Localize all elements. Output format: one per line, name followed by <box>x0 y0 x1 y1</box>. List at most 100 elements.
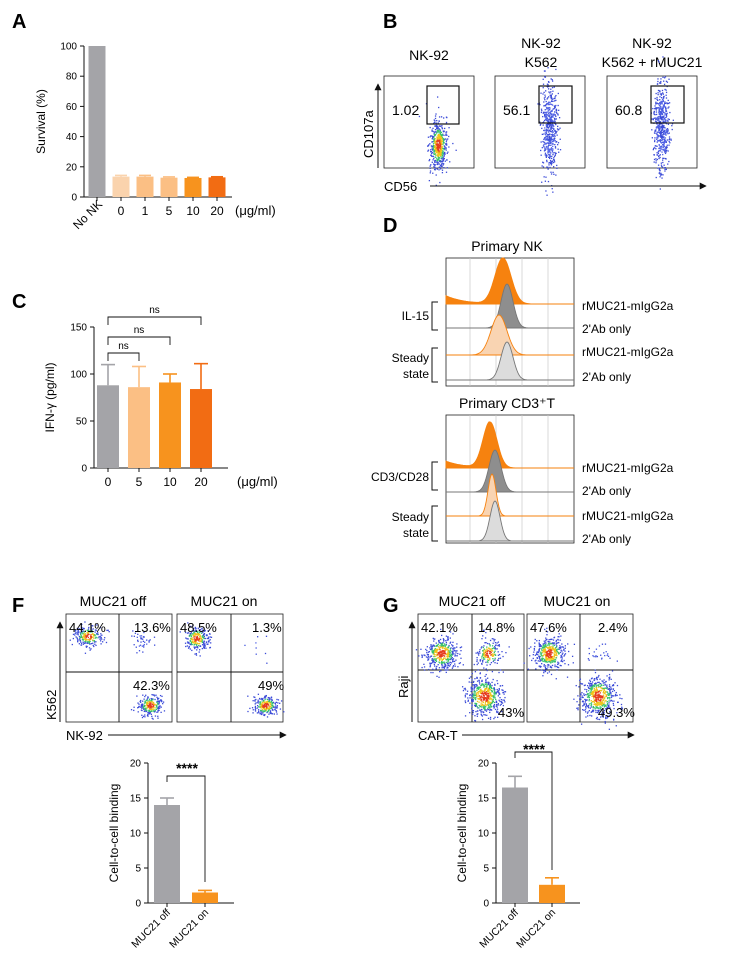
b3-dot <box>660 162 662 164</box>
g1-ul-dot <box>440 655 442 657</box>
g2-ul-dot <box>547 656 550 658</box>
b3-dot <box>665 129 667 131</box>
b3-dot <box>660 111 662 113</box>
f2-ul-dot <box>200 632 203 634</box>
g2-lr-dot <box>582 705 584 707</box>
f2-lr-dot <box>267 696 269 699</box>
g2-ul-dot <box>560 635 562 637</box>
g2-lr-dot <box>616 694 618 697</box>
f1-ul-dot <box>83 642 85 644</box>
g1-ur-dot <box>495 648 497 650</box>
f1-lr-dot <box>146 698 148 700</box>
g1-ur-dot <box>489 659 491 661</box>
b3-dot <box>666 81 669 83</box>
g2-ul-dot <box>546 661 549 663</box>
g1-lr-dot <box>499 704 501 706</box>
g2-lr-dot <box>604 687 606 689</box>
f2-ul-dot <box>203 632 206 635</box>
f2-ul-dot <box>206 637 209 640</box>
g2-ul-dot <box>562 646 564 648</box>
b1-dot <box>439 139 441 141</box>
g2-lr-dot <box>605 707 608 710</box>
b1-dot <box>441 158 443 160</box>
f1-lr-dot <box>157 697 159 700</box>
g2-ul-dot <box>544 668 547 670</box>
g1-lr-dot <box>502 699 504 701</box>
f2-lr-dot <box>271 706 273 709</box>
b3-dot <box>656 83 659 85</box>
a-y-tick-label-3: 60 <box>66 102 78 113</box>
b3-dot <box>654 137 656 139</box>
c-y-tick-label-0: 0 <box>81 464 87 475</box>
f1-lr-dot <box>150 713 152 715</box>
g1-lr-dot <box>474 705 477 707</box>
f1-lr-dot <box>154 707 156 709</box>
f2-ul-dot <box>194 646 196 649</box>
g1-ul-dot <box>433 655 435 658</box>
f1-ul-dot <box>99 638 101 640</box>
b1-dot <box>441 137 443 140</box>
g1-ul-dot <box>433 645 435 647</box>
f1-ul-dot <box>84 632 86 635</box>
b2-dot <box>544 111 546 114</box>
b-gate-2 <box>538 85 573 124</box>
g1-ur-dot <box>481 657 483 659</box>
g2-lr-dot <box>601 715 603 717</box>
f2-lr-dot <box>263 714 266 717</box>
g1-lr-dot <box>497 695 500 697</box>
b3-dot <box>664 88 666 91</box>
b3-dot <box>656 133 658 135</box>
f1-ur-dot <box>137 633 139 635</box>
f1-ul-dot <box>88 631 90 633</box>
b1-dot <box>445 133 447 135</box>
f1-ul-dot <box>94 634 96 637</box>
d-bottom-histograms <box>445 415 574 543</box>
g1-lr-dot <box>480 704 482 706</box>
b2-dot <box>551 155 553 158</box>
g1-lr-dot <box>472 688 474 690</box>
b3-dot <box>661 151 663 153</box>
f2-lr-dot <box>261 710 264 712</box>
f2-lr-dot <box>247 695 249 697</box>
g1-lr-dot <box>473 689 475 691</box>
g2-ul-dot <box>532 654 534 656</box>
g2-lr-dot <box>600 684 603 687</box>
g2-ul-dot <box>549 656 552 658</box>
g2-ul-dot <box>546 644 548 646</box>
b3-dot <box>661 131 663 133</box>
g1-lr-dot <box>494 683 496 686</box>
b2-dot <box>557 129 559 131</box>
g1-ur-dot <box>476 663 478 666</box>
g2-ul-dot <box>550 658 552 660</box>
g2-ul-dot <box>528 647 530 650</box>
g2-lr-dot <box>585 711 587 713</box>
b3-dot <box>665 132 668 134</box>
f1-ur-dot <box>144 641 146 643</box>
g2-lr-dot <box>591 682 593 685</box>
f1-lr-dot <box>148 712 150 714</box>
g2-ul-dot <box>552 642 555 644</box>
g1-ur-dot <box>482 660 484 662</box>
f2-ul-dot <box>201 647 204 650</box>
b2-dot <box>557 114 559 116</box>
b2-dot <box>549 157 551 160</box>
b2-dot <box>546 117 549 119</box>
panel-g-flow: MUC21 off MUC21 on 42.1% 14.8% 43% 47.6%… <box>396 593 635 743</box>
g1-ul-dot <box>445 661 447 664</box>
f1-lr-dot <box>160 706 162 708</box>
f2-lr-dot <box>262 698 264 700</box>
b2-dot <box>555 94 557 97</box>
b1-dot <box>437 152 439 154</box>
f2-lr-dot <box>263 714 265 716</box>
g2-lr-dot <box>601 687 603 689</box>
g2-lr-dot <box>605 687 607 689</box>
g1-lr-dot <box>471 707 473 710</box>
b2-dot <box>542 93 544 95</box>
g2-lr-dot <box>601 711 604 713</box>
f2-ul-dot <box>193 635 195 637</box>
b3-dot <box>656 158 658 161</box>
g2-ul-dot <box>542 646 545 648</box>
b1-dot <box>429 165 431 167</box>
g1-lr-dot <box>476 700 479 703</box>
b2-dot <box>551 148 553 150</box>
